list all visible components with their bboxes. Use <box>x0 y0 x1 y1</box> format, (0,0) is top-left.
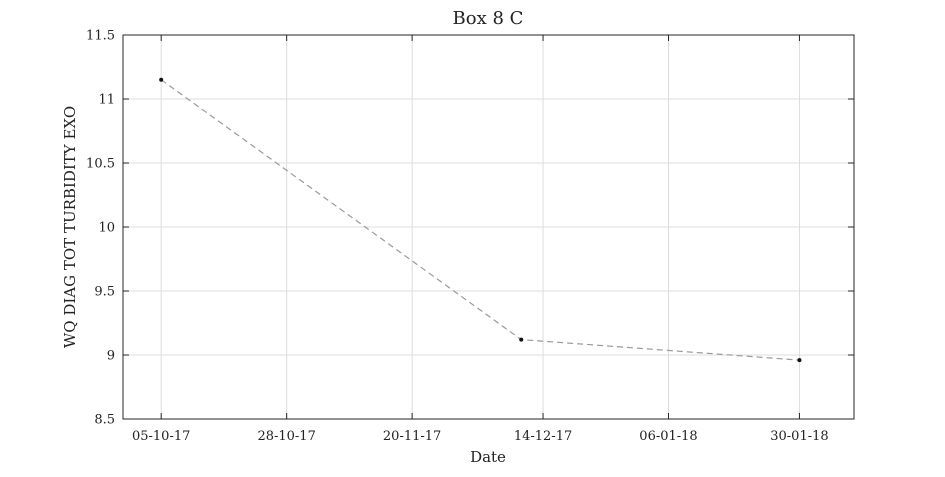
x-tick-label: 06-01-18 <box>639 429 697 444</box>
y-tick-label: 10 <box>98 221 115 236</box>
x-tick-label: 05-10-17 <box>132 429 190 444</box>
y-tick-label: 9 <box>107 349 115 364</box>
x-tick-label: 28-10-17 <box>257 429 315 444</box>
y-tick-label: 8.5 <box>94 413 115 428</box>
series-layer <box>159 77 802 363</box>
y-tick-label: 10.5 <box>86 157 115 172</box>
chart-title: Box 8 C <box>453 8 524 29</box>
y-axis-title: WQ DIAG TOT TURBIDITY EXO <box>61 106 79 348</box>
data-point <box>519 337 524 342</box>
y-tick-label: 9.5 <box>94 285 115 300</box>
data-point <box>159 77 164 82</box>
y-tick-label: 11.5 <box>86 29 115 44</box>
x-tick-label: 14-12-17 <box>514 429 572 444</box>
x-axis-title: Date <box>470 448 506 466</box>
data-point <box>797 358 802 363</box>
y-tick-label: 11 <box>98 93 115 108</box>
x-tick-label: 30-01-18 <box>770 429 828 444</box>
x-tick-label: 20-11-17 <box>383 429 441 444</box>
axis-ticks: 05-10-17 28-10-17 20-11-17 14-12-17 06-01-18… <box>86 29 854 444</box>
